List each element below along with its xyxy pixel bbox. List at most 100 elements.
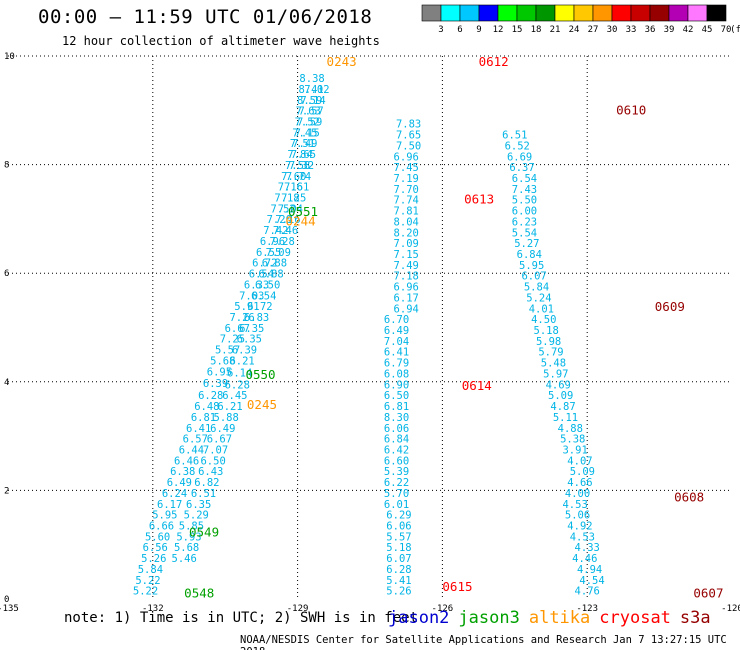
wave-height-label: 6.21 [229,355,254,367]
x-tick-label: -123 [576,604,598,614]
wave-height-label: 5.09 [548,390,573,402]
wave-height-label: 7.84 [287,149,312,161]
x-tick-label: -126 [432,604,454,614]
wave-height-label: 7.83 [396,119,421,131]
wave-height-label: 5.41 [386,575,411,587]
wave-height-label: 7.26 [229,312,254,324]
wave-height-label: 6.54 [249,269,274,281]
wave-height-label: 6.72 [252,258,277,270]
wave-height-label: 6.07 [521,271,546,283]
pass-time-label-s3a: 0608 [674,489,704,504]
pass-time-label-cryosat: 0614 [462,378,492,393]
wave-height-label: 4.88 [558,423,583,435]
wave-height-label: 6.42 [384,444,409,456]
y-tick-label: 4 [4,378,9,388]
x-tick-label: -129 [287,604,309,614]
wave-height-label: 6.08 [384,368,409,380]
wave-height-label: 5.79 [538,347,563,359]
wave-height-label: 7.45 [394,162,419,174]
wave-height-label: 7.65 [396,130,421,142]
wave-height-label: 4.01 [529,303,554,315]
wave-height-label: 5.46 [172,553,197,565]
colorbar-label: 21 [550,25,561,35]
wave-height-label: 6.51 [502,130,527,142]
wave-height-label: 7.74 [286,171,311,183]
wave-height-label: 6.50 [384,390,409,402]
wave-height-label: 6.79 [384,358,409,370]
wave-height-label: 5.29 [184,510,209,522]
wave-height-label: 4.66 [567,477,592,489]
legend-jason3: jason3 [458,608,520,628]
wave-height-label: 6.90 [384,379,409,391]
wave-height-label: 6.96 [394,151,419,163]
pass-time-label-altika: 0244 [286,213,316,228]
wave-height-label: 7.25 [220,334,245,346]
wave-height-label: 6.38 [170,466,195,478]
wave-height-label: 5.18 [534,325,559,337]
wave-height-label: 6.06 [386,520,411,532]
wave-height-label: 5.39 [384,466,409,478]
colorbar-swatch [706,4,727,22]
wave-height-label: 5.22 [133,586,158,598]
wave-height-label: 6.01 [384,499,409,511]
colorbar-label: 30 [607,25,618,35]
wave-height-label: 7.65 [291,149,316,161]
wave-height-label: 6.06 [384,423,409,435]
y-tick-label: 2 [4,486,9,496]
wave-height-label: 6.37 [509,162,534,174]
wave-height-label: 8.20 [394,227,419,239]
wave-height-label: 6.72 [247,301,272,313]
wave-height-label: 7.09 [266,247,291,259]
pass-time-label-cryosat: 0612 [479,54,509,69]
colorbar-label: 3 [438,25,443,35]
wave-height-label: 4.69 [546,379,571,391]
colorbar-label: 39 [664,25,675,35]
x-tick-label: -132 [142,604,164,614]
wave-height-label: 7.15 [394,249,419,261]
wave-height-label: 6.17 [157,499,182,511]
legend-cryosat: cryosat [599,608,671,628]
wave-height-label: 6.84 [384,434,409,446]
wave-height-label: 5.95 [152,510,177,522]
colorbar-label: 9 [476,25,481,35]
wave-height-label: 7.19 [394,173,419,185]
wave-height-label: 6.51 [191,488,216,500]
wave-height-label: 6.57 [183,434,208,446]
wave-height-label: 7.04 [278,203,303,215]
wave-height-label: 7.03 [239,290,264,302]
wave-height-label: 6.35 [239,323,264,335]
wave-height-label: 5.84 [138,564,163,576]
wave-height-label: 5.54 [512,227,537,239]
wave-height-label: 6.50 [255,279,280,291]
wave-height-label: 5.26 [386,586,411,598]
wave-height-label: 6.44 [179,444,204,456]
wave-height-label: 7.59 [297,117,322,129]
wave-height-label: 6.67 [207,434,232,446]
wave-height-label: 6.94 [394,303,419,315]
wave-height-label: 6.00 [512,206,537,218]
pass-time-label-s3a: 0610 [616,103,646,118]
wave-height-label: 6.28 [225,379,250,391]
wave-height-label: 7.63 [296,106,321,118]
wave-height-label: 5.26 [141,553,166,565]
wave-height-label: 6.81 [191,412,216,424]
wave-height-label: 6.96 [394,282,419,294]
wave-height-label: 6.39 [232,345,257,357]
colorbar-label: 18 [531,25,542,35]
wave-height-label: 6.70 [384,314,409,326]
wave-height-label: 6.46 [174,455,199,467]
wave-height-label: 6.48 [194,401,219,413]
y-tick-label: 0 [4,595,9,605]
wave-height-label: 7.09 [394,238,419,250]
wave-height-label: 6.29 [386,510,411,522]
wave-height-label: 6.82 [194,477,219,489]
pass-time-label-s3a: 0609 [655,299,685,314]
wave-height-label: 4.92 [567,520,592,532]
wave-height-label: 5.18 [386,542,411,554]
wave-height-label: 7.25 [281,193,306,205]
wave-height-label: 6.56 [143,542,168,554]
wave-height-label: 7.20 [267,214,292,226]
wave-height-label: 7.50 [396,140,421,152]
wave-height-label: 8.41 [298,84,323,96]
wave-height-label: 6.69 [507,151,532,163]
